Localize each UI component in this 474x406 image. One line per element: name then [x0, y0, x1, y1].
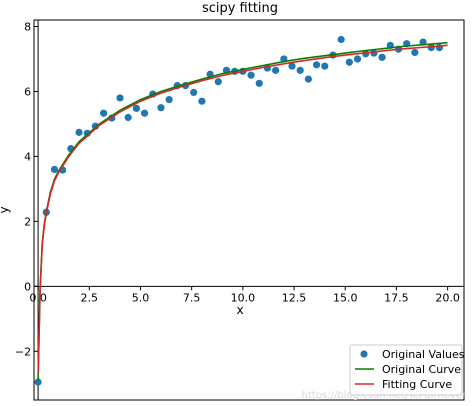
y-axis-ticks: −2 0 2 4 6 8 — [15, 20, 39, 358]
data-point — [353, 55, 362, 63]
data-point — [75, 128, 83, 136]
x-axis-ticks: 0.0 2.5 5.0 7.5 10.0 12.5 15.0 17.5 20.0 — [29, 286, 460, 304]
legend: Original Values Original Curve Fitting Cur… — [349, 344, 465, 396]
x-axis-label: x — [236, 303, 243, 317]
series-original-values — [34, 35, 444, 386]
data-point — [34, 378, 42, 386]
legend-label: Fitting Curve — [382, 378, 452, 391]
data-point — [272, 66, 280, 74]
data-point — [288, 62, 296, 70]
data-point — [190, 88, 198, 97]
data-point — [50, 165, 59, 174]
x-tick-label: 7.5 — [183, 291, 201, 304]
y-tick-label: 6 — [24, 85, 31, 98]
data-point — [296, 66, 304, 74]
y-tick-label: 2 — [24, 215, 31, 228]
data-point — [140, 109, 149, 117]
x-tick-label: 15.0 — [333, 291, 358, 304]
data-point — [255, 79, 263, 87]
y-tick-label: 0 — [24, 280, 31, 293]
data-point — [247, 71, 255, 79]
y-tick-label: 8 — [24, 20, 31, 33]
data-point — [378, 53, 386, 61]
original-curve-line — [37, 41, 448, 381]
data-point — [321, 62, 329, 70]
legend-entry: Original Curve — [355, 363, 461, 376]
legend-box — [349, 344, 463, 396]
x-tick-label: 5.0 — [132, 291, 150, 304]
data-point — [304, 75, 312, 83]
legend-entry: Fitting Curve — [355, 378, 452, 391]
plot-frame — [33, 19, 465, 401]
data-point — [100, 109, 108, 117]
data-point — [157, 104, 165, 112]
legend-label: Original Curve — [382, 363, 461, 376]
data-point — [116, 94, 124, 102]
data-point — [411, 48, 419, 57]
x-tick-label: 12.5 — [282, 291, 307, 304]
data-point — [165, 95, 173, 104]
legend-marker — [360, 350, 368, 358]
x-tick-label: 10.0 — [231, 291, 256, 304]
y-axis-label: y — [0, 206, 11, 213]
data-point — [198, 97, 206, 105]
chart-title: scipy fitting — [202, 1, 278, 16]
legend-entry: Original Values — [360, 348, 465, 361]
legend-label: Original Values — [382, 348, 465, 361]
data-point — [214, 78, 222, 86]
plot-area — [34, 20, 464, 400]
data-point — [337, 35, 345, 44]
x-tick-label: 17.5 — [384, 291, 409, 304]
data-point — [312, 61, 321, 69]
x-tick-label: 2.5 — [81, 291, 99, 304]
data-point — [124, 113, 132, 122]
fitting-curve-line — [37, 44, 448, 375]
data-point — [132, 104, 140, 112]
x-tick-label: 20.0 — [435, 291, 460, 304]
y-tick-label: −2 — [15, 345, 31, 358]
y-tick-label: 4 — [24, 150, 31, 163]
data-point — [345, 58, 353, 66]
